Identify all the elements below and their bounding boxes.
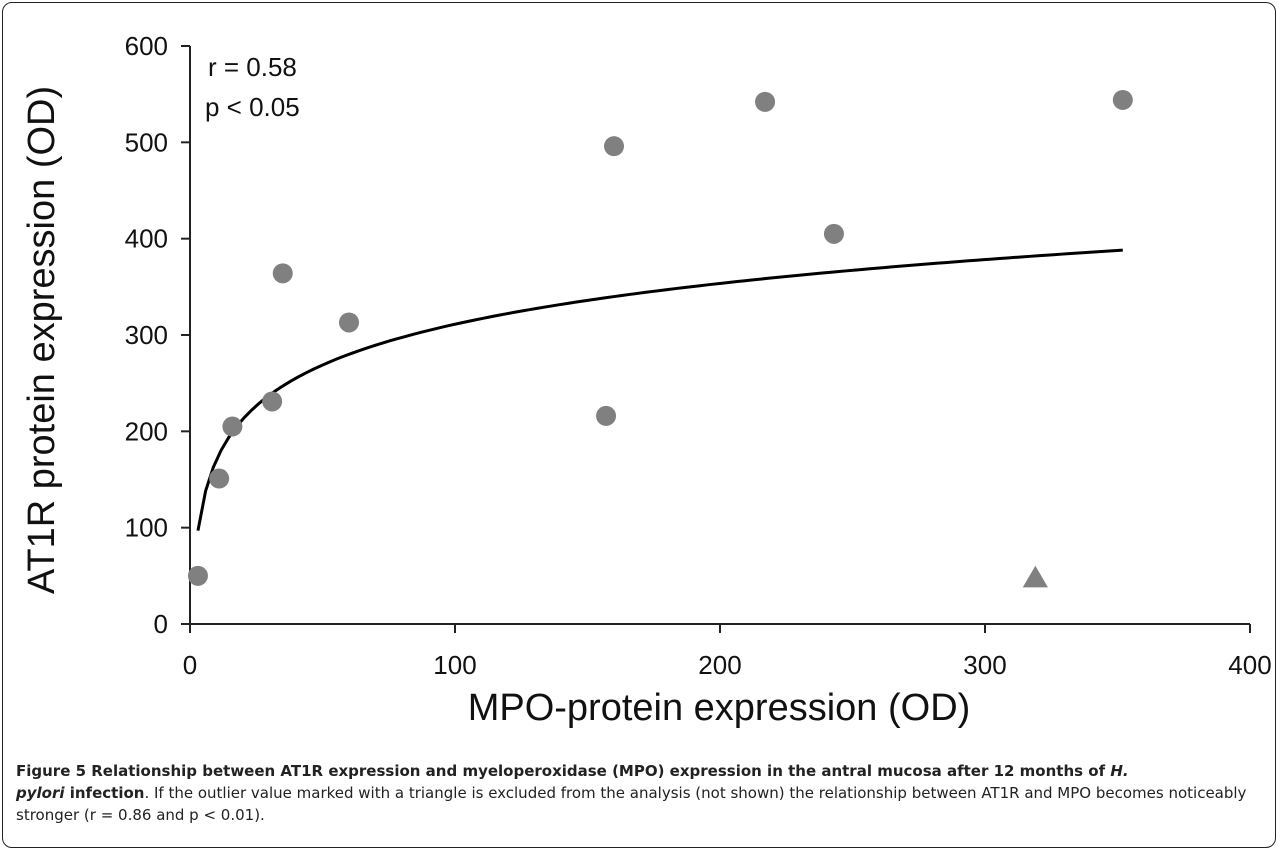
x-tick-label: 200 bbox=[698, 650, 741, 680]
data-point bbox=[755, 91, 776, 112]
trendline bbox=[196, 248, 1123, 531]
y-tick-label: 300 bbox=[125, 320, 168, 350]
outlier-triangle-point bbox=[1022, 565, 1048, 588]
annotation-r: r = 0.58 bbox=[208, 52, 297, 82]
y-tick-label: 200 bbox=[125, 416, 168, 446]
y-tick-label: 0 bbox=[154, 609, 168, 639]
data-point bbox=[604, 136, 624, 157]
data-point bbox=[1112, 89, 1133, 110]
scatter-chart: 0 100 200 300 400 500 600 0 100 200 300 400 r = 0.5… bbox=[21, 31, 1272, 729]
y-tick-label: 600 bbox=[125, 31, 168, 61]
data-point bbox=[339, 312, 359, 333]
data-points bbox=[187, 89, 1133, 588]
y-tick-label: 500 bbox=[125, 127, 168, 157]
data-point bbox=[596, 405, 617, 426]
trendline-group bbox=[196, 248, 1123, 531]
data-point bbox=[187, 565, 208, 586]
figure-caption: Figure 5 Relationship between AT1R expre… bbox=[16, 760, 1268, 826]
x-tick-label: 300 bbox=[963, 650, 1006, 680]
caption-title: Figure 5 Relationship between AT1R expre… bbox=[16, 762, 1129, 802]
x-tick-label: 0 bbox=[183, 650, 197, 680]
data-point bbox=[222, 416, 243, 437]
x-tick-label: 400 bbox=[1228, 650, 1271, 680]
axes: 0 100 200 300 400 500 600 0 100 200 300 400 bbox=[125, 31, 1272, 680]
caption-title-italic-1: H. bbox=[1110, 762, 1129, 780]
y-tick-label: 400 bbox=[125, 224, 168, 254]
caption-body: . If the outlier value marked with a tri… bbox=[16, 784, 1247, 824]
x-tick-label: 100 bbox=[433, 650, 476, 680]
annotation-p: p < 0.05 bbox=[205, 92, 300, 122]
caption-title-italic-2: pylori bbox=[16, 784, 65, 802]
data-point bbox=[272, 263, 293, 284]
x-axis-title: MPO-protein expression (OD) bbox=[468, 687, 971, 729]
data-point bbox=[262, 391, 283, 412]
data-point bbox=[823, 223, 844, 244]
y-axis-title: AT1R protein expression (OD) bbox=[21, 86, 63, 594]
y-tick-label: 100 bbox=[125, 513, 168, 543]
data-point bbox=[209, 468, 230, 489]
